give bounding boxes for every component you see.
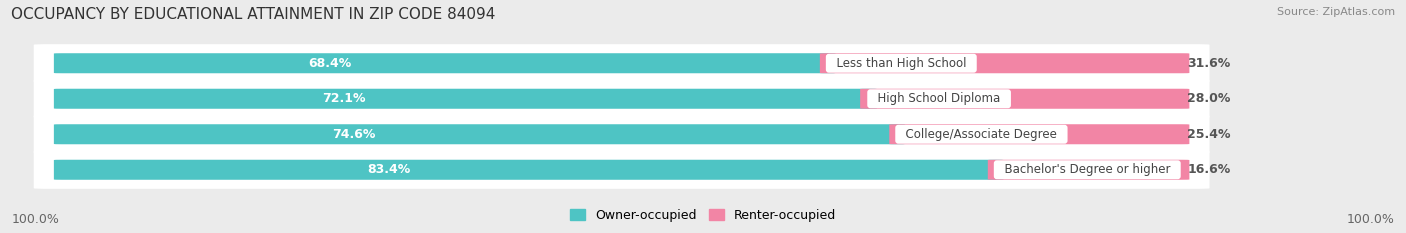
Legend: Owner-occupied, Renter-occupied: Owner-occupied, Renter-occupied xyxy=(565,204,841,227)
Text: 72.1%: 72.1% xyxy=(322,92,366,105)
Text: 16.6%: 16.6% xyxy=(1187,163,1230,176)
Text: OCCUPANCY BY EDUCATIONAL ATTAINMENT IN ZIP CODE 84094: OCCUPANCY BY EDUCATIONAL ATTAINMENT IN Z… xyxy=(11,7,496,22)
FancyBboxPatch shape xyxy=(34,80,1209,118)
FancyBboxPatch shape xyxy=(988,160,1189,180)
Text: Bachelor's Degree or higher: Bachelor's Degree or higher xyxy=(997,163,1178,176)
Text: 68.4%: 68.4% xyxy=(308,57,352,70)
FancyBboxPatch shape xyxy=(34,151,1209,189)
Text: High School Diploma: High School Diploma xyxy=(870,92,1008,105)
Text: 31.6%: 31.6% xyxy=(1187,57,1230,70)
Text: 28.0%: 28.0% xyxy=(1187,92,1230,105)
FancyBboxPatch shape xyxy=(53,124,905,144)
FancyBboxPatch shape xyxy=(53,160,1004,180)
Text: 74.6%: 74.6% xyxy=(332,128,375,141)
FancyBboxPatch shape xyxy=(889,124,1189,144)
FancyBboxPatch shape xyxy=(53,89,877,109)
FancyBboxPatch shape xyxy=(34,44,1209,82)
FancyBboxPatch shape xyxy=(53,53,835,73)
FancyBboxPatch shape xyxy=(820,53,1189,73)
Text: Less than High School: Less than High School xyxy=(828,57,974,70)
FancyBboxPatch shape xyxy=(34,115,1209,153)
Text: College/Associate Degree: College/Associate Degree xyxy=(898,128,1064,141)
Text: 100.0%: 100.0% xyxy=(1347,213,1395,226)
Text: 25.4%: 25.4% xyxy=(1187,128,1230,141)
Text: 83.4%: 83.4% xyxy=(367,163,411,176)
FancyBboxPatch shape xyxy=(860,89,1189,109)
Text: 100.0%: 100.0% xyxy=(11,213,59,226)
Text: Source: ZipAtlas.com: Source: ZipAtlas.com xyxy=(1277,7,1395,17)
